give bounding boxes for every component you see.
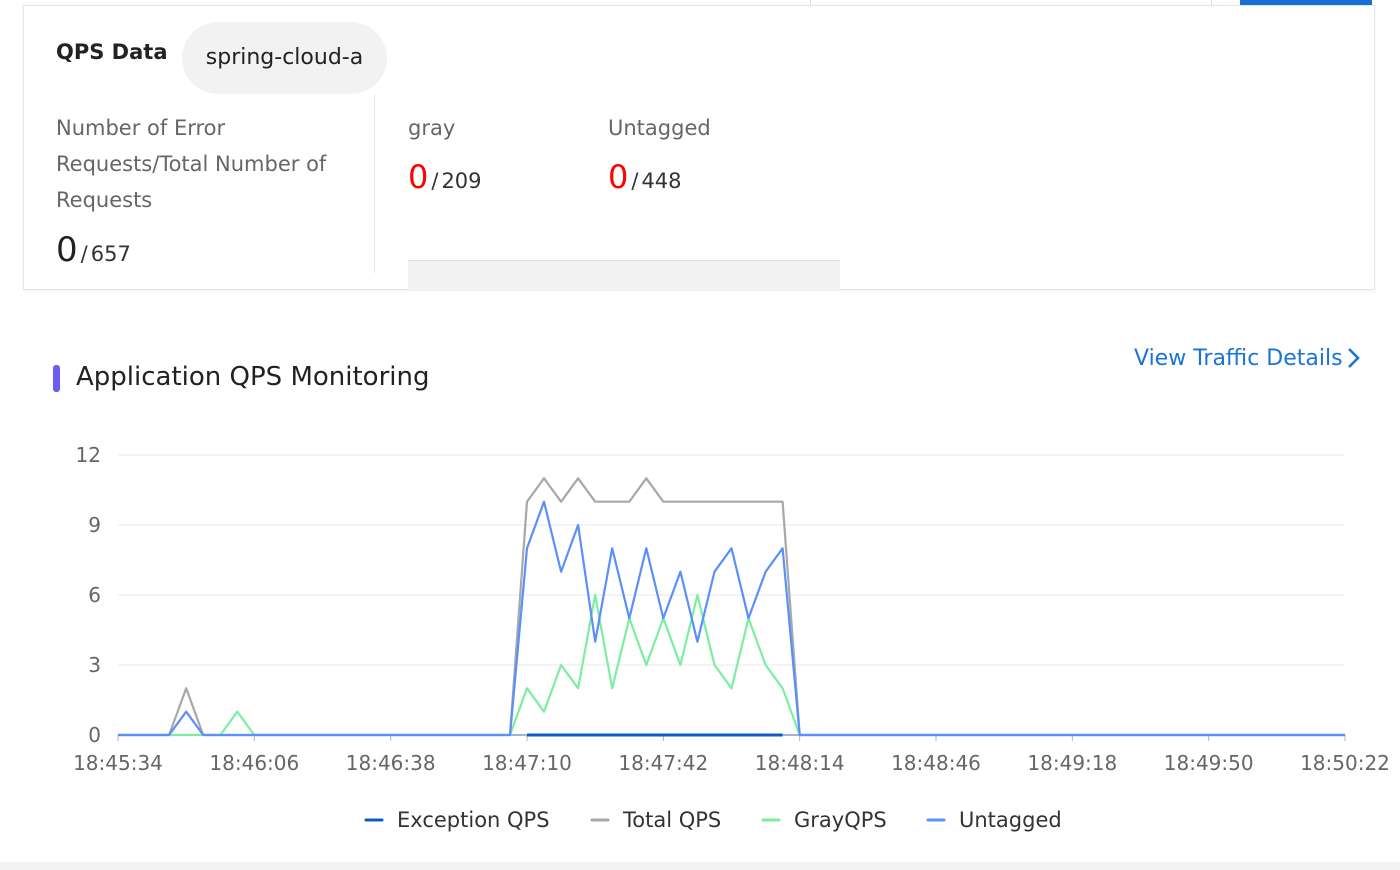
separator: / xyxy=(631,169,639,193)
y-tick-label: 12 xyxy=(76,443,101,467)
footer-band xyxy=(0,862,1400,870)
x-tick-label: 18:49:18 xyxy=(1027,751,1117,775)
error-count: 0 xyxy=(408,158,429,196)
y-tick-label: 9 xyxy=(88,513,101,537)
app-tag: spring-cloud-a xyxy=(182,22,387,94)
separator: / xyxy=(431,169,439,193)
y-tick-label: 6 xyxy=(88,583,101,607)
x-tick-label: 18:48:14 xyxy=(755,751,845,775)
x-tick-label: 18:47:42 xyxy=(618,751,708,775)
view-details-link[interactable]: View Traffic Details xyxy=(1134,345,1363,371)
stat-label: gray xyxy=(408,116,456,140)
card-title: QPS Data xyxy=(56,40,168,64)
stat-label: Untagged xyxy=(608,116,711,140)
x-tick-label: 18:50:22 xyxy=(1300,751,1390,775)
stat-value: 0/657 xyxy=(56,230,131,270)
total-count: 209 xyxy=(441,169,482,193)
x-tick-label: 18:49:50 xyxy=(1164,751,1254,775)
stat-value: 0/209 xyxy=(408,158,482,196)
divider xyxy=(374,95,375,273)
x-tick-label: 18:46:38 xyxy=(346,751,436,775)
chevron xyxy=(1347,348,1360,368)
stat-label: Number of Error Requests/Total Number of… xyxy=(56,116,327,212)
y-tick-label: 3 xyxy=(88,653,101,677)
y-tick-label: 0 xyxy=(88,723,101,747)
legend-label[interactable]: Total QPS xyxy=(622,808,721,832)
series-line xyxy=(118,500,1345,737)
x-tick-label: 18:48:46 xyxy=(891,751,981,775)
total-count: 657 xyxy=(90,242,131,266)
separator: / xyxy=(80,242,88,266)
stat-value: 0/448 xyxy=(608,158,682,196)
x-tick-label: 18:47:10 xyxy=(482,751,572,775)
scroll-bar xyxy=(408,260,840,291)
total-count: 448 xyxy=(641,169,682,193)
legend-label[interactable]: GrayQPS xyxy=(794,808,887,832)
chart: 0 3 6 9 12 18:45:34 18:46:06 18:46:38 18:47:10 18… xyxy=(73,443,1390,832)
error-count: 0 xyxy=(56,230,78,270)
series-line xyxy=(118,477,1345,737)
x-tick-label: 18:46:06 xyxy=(209,751,299,775)
link-text[interactable]: View Traffic Details xyxy=(1134,345,1343,371)
title-marker xyxy=(53,365,60,392)
x-tick-label: 18:45:34 xyxy=(73,751,163,775)
error-count: 0 xyxy=(608,158,629,196)
legend-label[interactable]: Exception QPS xyxy=(397,808,550,832)
section-title: Application QPS Monitoring xyxy=(76,362,430,392)
legend-label[interactable]: Untagged xyxy=(959,808,1062,832)
